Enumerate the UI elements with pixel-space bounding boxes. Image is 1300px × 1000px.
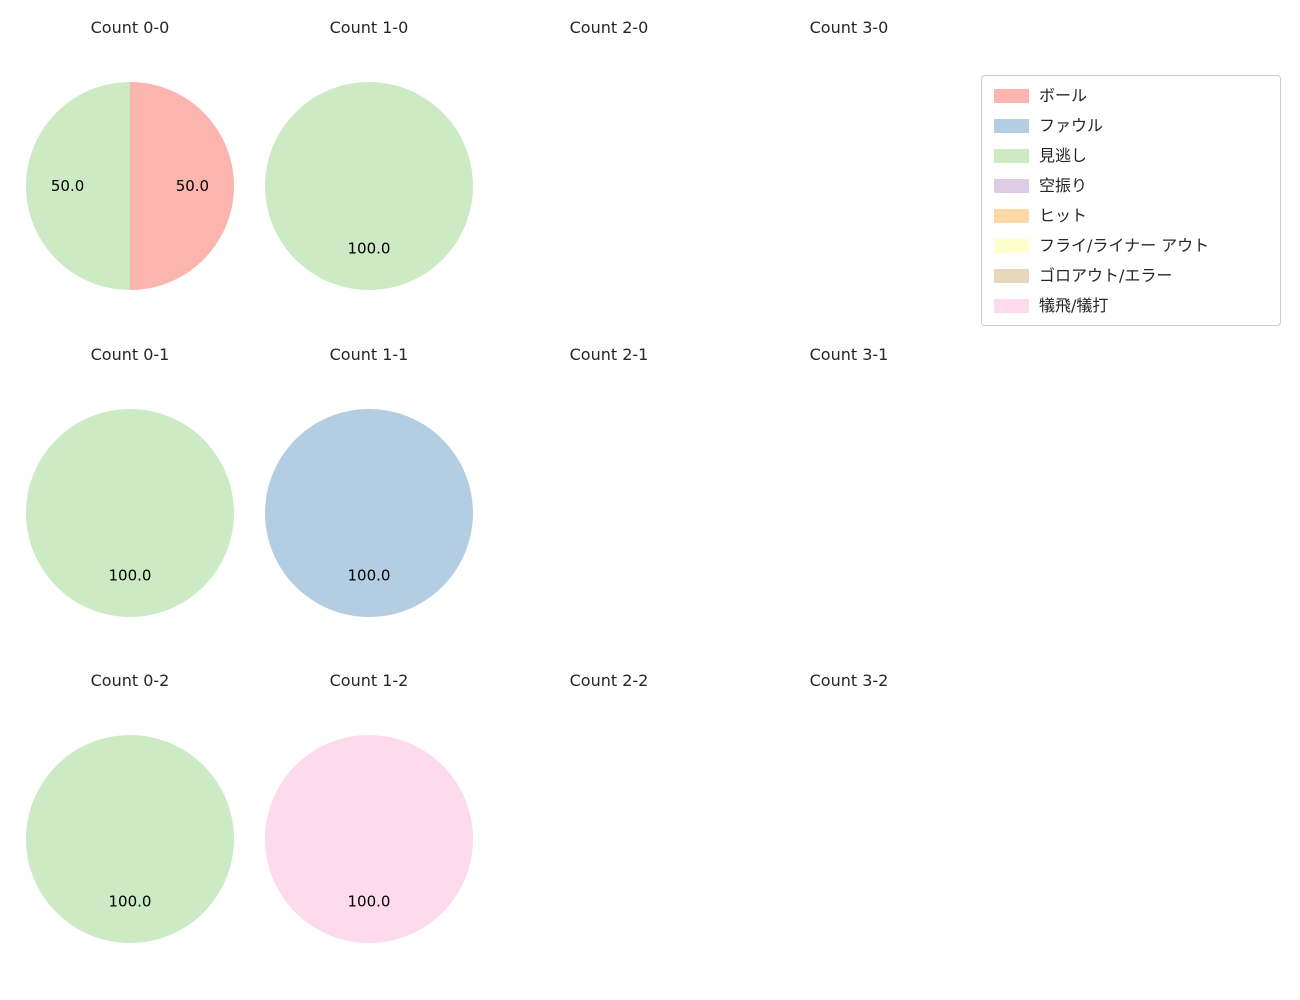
subplot-title: Count 0-1 [90, 345, 170, 364]
legend-swatch [994, 298, 1029, 313]
subplot-title: Count 2-1 [569, 345, 649, 364]
percent-label: 100.0 [109, 892, 152, 910]
pie-chart: 100.0 [26, 409, 234, 617]
subplot-title: Count 3-0 [809, 18, 889, 37]
pie-chart: 100.0 [265, 82, 473, 290]
subplot-title: Count 0-2 [90, 671, 170, 690]
legend-swatch [994, 238, 1029, 253]
pie-slice [26, 409, 234, 617]
legend-swatch [994, 208, 1029, 223]
legend-swatch [994, 148, 1029, 163]
legend-label: ファウル [1039, 116, 1104, 135]
subplot-title: Count 1-0 [329, 18, 409, 37]
pie-chart: 50.0 50.0 [26, 82, 234, 290]
legend-item: ヒット [994, 205, 1268, 226]
legend-label: ゴロアウト/エラー [1039, 266, 1173, 285]
pie-slice [130, 82, 234, 290]
percent-label: 100.0 [348, 892, 391, 910]
legend-label: 見逃し [1039, 146, 1088, 165]
pie-chart: 100.0 [26, 735, 234, 943]
legend-label: 犠飛/犠打 [1039, 296, 1109, 315]
legend-label: ボール [1039, 86, 1088, 105]
legend-item: ファウル [994, 115, 1268, 136]
pie-slice [265, 82, 473, 290]
legend-swatch [994, 88, 1029, 103]
legend-label: ヒット [1039, 206, 1088, 225]
legend-item: ゴロアウト/エラー [994, 265, 1268, 286]
legend: ボールファウル見逃し空振りヒットフライ/ライナー アウト ゴロアウト/エラー 犠飛/… [981, 75, 1281, 326]
pie-slice [265, 735, 473, 943]
subplot-title: Count 3-1 [809, 345, 889, 364]
legend-item: 空振り [994, 175, 1268, 196]
legend-swatch [994, 118, 1029, 133]
subplot-title: Count 2-2 [569, 671, 649, 690]
subplot-title: Count 2-0 [569, 18, 649, 37]
legend-label: 空振り [1039, 176, 1088, 195]
subplot-title: Count 1-2 [329, 671, 409, 690]
legend-swatch [994, 178, 1029, 193]
legend-item: フライ/ライナー アウト [994, 235, 1268, 256]
pie-chart: 100.0 [265, 409, 473, 617]
legend-item: 見逃し [994, 145, 1268, 166]
percent-label: 50.0 [176, 177, 209, 195]
pie-chart: 100.0 [265, 735, 473, 943]
pie-slice [265, 409, 473, 617]
subplot-title: Count 1-1 [329, 345, 409, 364]
subplot-title: Count 3-2 [809, 671, 889, 690]
pie-slice [26, 82, 130, 290]
percent-label: 100.0 [109, 566, 152, 584]
legend-item: ボール [994, 85, 1268, 106]
percent-label: 50.0 [51, 177, 84, 195]
percent-label: 100.0 [348, 566, 391, 584]
legend-label: フライ/ライナー アウト [1039, 236, 1210, 255]
percent-label: 100.0 [348, 239, 391, 257]
legend-swatch [994, 268, 1029, 283]
pie-slice [26, 735, 234, 943]
legend-item: 犠飛/犠打 [994, 295, 1268, 316]
subplot-title: Count 0-0 [90, 18, 170, 37]
